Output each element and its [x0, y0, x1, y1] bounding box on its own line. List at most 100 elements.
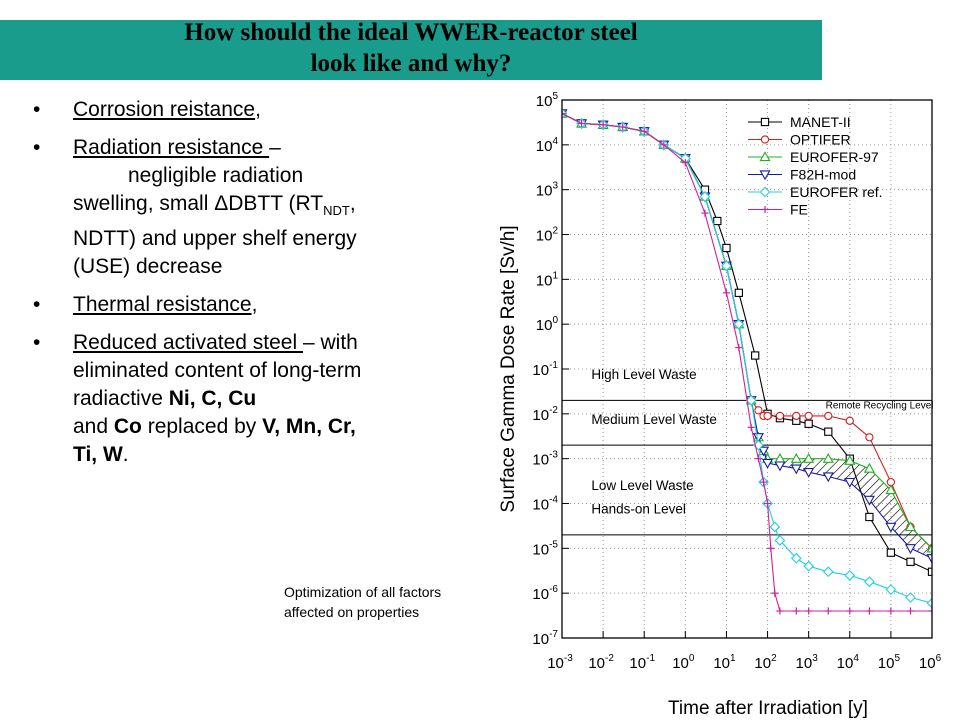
legend-entry: F82H-mod	[748, 167, 856, 183]
series-marker	[759, 186, 771, 198]
series-marker	[754, 455, 763, 463]
series-marker	[747, 423, 755, 431]
bullet-activation-text1: eliminated content of long-term	[73, 359, 362, 383]
series-marker	[928, 607, 932, 615]
bullet-thermal: Thermal resistance,	[33, 291, 453, 319]
legend-label: OPTIFER	[790, 132, 851, 148]
bullet-radiation-text1: negligible radiation	[128, 164, 304, 187]
series-marker	[758, 446, 770, 457]
series-marker	[767, 544, 775, 552]
region-label: Medium Level Waste	[591, 412, 717, 427]
bullet-corrosion-label: Corrosion reistance	[73, 98, 256, 121]
series-marker	[885, 522, 897, 533]
series-marker	[759, 478, 768, 486]
note-line-2: affected on properties	[284, 604, 420, 620]
series-marker	[822, 566, 834, 578]
series-marker	[752, 433, 764, 443]
series-marker	[904, 544, 917, 555]
bullet-radiation-text3: ,	[349, 192, 356, 215]
bullet-radiation-label: Radiation resistance	[73, 136, 270, 159]
series-marker	[619, 123, 627, 131]
bullet-activation-elements2: V, Mn, Cr,	[262, 415, 356, 439]
region-label: High Level Waste	[591, 367, 696, 382]
y-tick-label: 100	[536, 315, 559, 334]
y-tick-label: 10-6	[532, 584, 558, 603]
series-marker	[926, 542, 932, 553]
series-marker	[803, 452, 815, 463]
series-fe	[562, 109, 932, 615]
bullet-activation-label: Reduced activated steel	[73, 331, 303, 355]
series-marker	[562, 109, 566, 118]
bullet-thermal-label: Thermal resistance	[73, 293, 252, 317]
series-marker	[790, 452, 802, 463]
x-tick-label: 102	[754, 653, 777, 672]
series-marker	[804, 411, 813, 421]
series-marker	[863, 495, 875, 506]
x-tick-label: 104	[837, 653, 860, 672]
bullet-list: Corrosion reistance, Radiation resistanc…	[33, 96, 453, 479]
note-line-1: Optimization of all factors	[284, 584, 442, 600]
series-marker	[865, 433, 874, 442]
series-group	[562, 107, 932, 615]
bullet-activation-elements3: Ti, W	[73, 443, 123, 467]
series-marker	[771, 589, 779, 597]
y-tick-label: 103	[536, 181, 559, 200]
x-tick-label: 103	[796, 653, 819, 672]
series-marker	[760, 117, 770, 127]
bullet-radiation-text2: swelling, small ΔDBTT (RT	[73, 192, 324, 215]
series-marker	[886, 548, 896, 557]
series-marker	[905, 592, 916, 603]
series-marker	[660, 141, 668, 149]
optimization-note: Optimization of all factors affected on …	[284, 582, 441, 622]
series-marker	[863, 462, 875, 473]
y-tick-label: 105	[536, 91, 559, 110]
series-marker	[763, 499, 772, 508]
bullet-radiation-text5: (USE) decrease	[73, 255, 223, 279]
legend-label: EUROFER-97	[790, 149, 879, 165]
title-line-2: look like and why?	[310, 50, 512, 77]
bullet-thermal-tail: ,	[251, 293, 258, 317]
legend-entry: MANET-II	[748, 114, 851, 130]
series-marker	[734, 288, 743, 297]
series-marker	[761, 205, 769, 214]
series-marker	[790, 552, 802, 564]
legend-entry: EUROFER-97	[748, 149, 879, 165]
bullet-activation-co: Co	[113, 415, 142, 439]
series-marker	[844, 477, 856, 488]
series-marker	[790, 464, 802, 475]
legend-entry: OPTIFER	[748, 132, 851, 148]
region-label: Low Level Waste	[591, 478, 693, 493]
bullet-corrosion-tail: ,	[255, 98, 261, 121]
series-marker	[926, 597, 932, 609]
series-marker	[864, 576, 875, 588]
x-axis-label: Time after Irradiation [y]	[668, 698, 868, 719]
series-marker	[803, 468, 815, 478]
y-tick-label: 102	[536, 226, 559, 245]
series-marker	[805, 607, 813, 615]
axes: 10-3 10-2 10-1 100 101 102 103 104 105 106 105 104 1…	[498, 91, 942, 719]
series-marker	[769, 521, 781, 533]
series-marker	[846, 607, 854, 615]
x-tick-label: 106	[919, 653, 942, 672]
x-tick-label: 10-1	[629, 653, 655, 672]
series-marker	[640, 127, 648, 135]
y-tick-label: 10-7	[532, 629, 558, 648]
region-label: Remote Recycling Level	[826, 401, 934, 412]
bullet-activation-text2: radiactive	[73, 387, 169, 411]
bullet-radiation: Radiation resistance – negligible radiati…	[33, 134, 453, 281]
y-tick-label: 10-2	[532, 405, 558, 424]
series-marker	[804, 419, 813, 428]
series-marker	[762, 458, 774, 469]
series-marker	[906, 557, 915, 566]
series-marker	[792, 411, 801, 421]
bullet-activation-text4: replaced by	[141, 415, 263, 439]
title-line-1: How should the ideal WWER-reactor steel	[184, 19, 638, 46]
series-marker	[844, 454, 856, 465]
series-marker	[822, 472, 834, 483]
y-tick-label: 10-4	[532, 495, 558, 514]
y-tick-label: 101	[536, 270, 559, 289]
legend-label: MANET-II	[790, 114, 851, 130]
series-marker	[865, 607, 873, 615]
region-label: Hands-on Level	[591, 501, 686, 516]
